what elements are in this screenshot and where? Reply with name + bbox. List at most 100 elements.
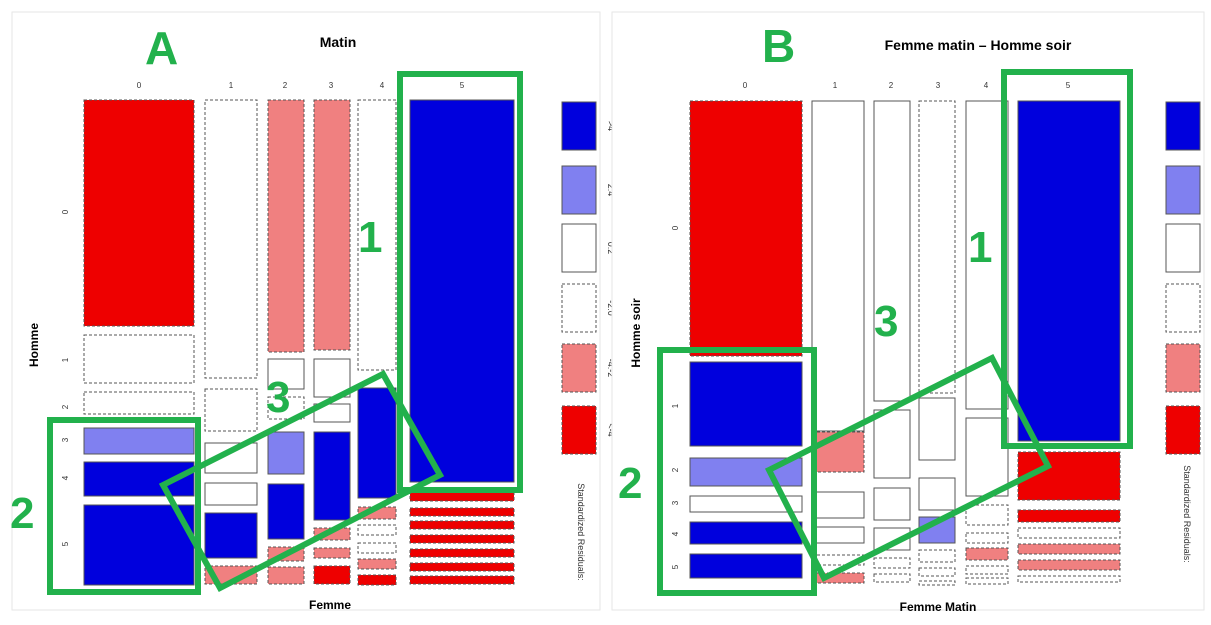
panel-b-title: Femme matin – Homme soir xyxy=(885,37,1072,53)
x-tick: 2 xyxy=(889,81,894,90)
y-tick: 3 xyxy=(671,500,680,505)
y-tick: 2 xyxy=(671,467,680,472)
x-tick: 3 xyxy=(329,81,334,90)
mosaic-tile xyxy=(965,577,1009,585)
mosaic-tile xyxy=(313,547,351,559)
mosaic-tile xyxy=(1017,527,1121,539)
mosaic-tile xyxy=(561,223,597,273)
mosaic-tile xyxy=(83,99,195,327)
panel-a-legend-title: Standardized Residuals: xyxy=(576,483,586,581)
y-tick: 2 xyxy=(61,404,70,409)
callout-frame-2 xyxy=(47,417,201,595)
mosaic-tile xyxy=(1165,101,1201,151)
mosaic-tile xyxy=(204,512,258,559)
panel-b-legend: >42:40:2-2:0-4:-2<-4 xyxy=(1165,101,1211,455)
panel-a-x-ticks: 0 1 2 3 4 5 xyxy=(137,81,465,90)
mosaic-tile xyxy=(873,100,911,402)
panel-b: B Femme matin – Homme soir 0 1 2 3 4 5 0… xyxy=(611,11,1211,614)
panel-a-letter: A xyxy=(145,22,178,74)
mosaic-tile xyxy=(811,491,865,519)
mosaic-tile xyxy=(409,548,515,558)
mosaic-tile xyxy=(689,521,803,545)
mosaic-tile xyxy=(313,403,351,423)
mosaic-tile xyxy=(1165,405,1201,455)
mosaic-tile xyxy=(561,283,597,333)
mosaic-tile xyxy=(811,526,865,544)
y-tick: 5 xyxy=(671,564,680,569)
panel-b-callouts: 1 2 3 xyxy=(618,69,1133,596)
callout-frame-1 xyxy=(397,71,523,493)
mosaic-tile xyxy=(918,580,956,586)
mosaic-tile xyxy=(873,409,911,479)
panel-b-tiles xyxy=(689,100,1121,586)
x-tick: 0 xyxy=(137,81,142,90)
mosaic-tile xyxy=(1017,575,1121,583)
mosaic-tile xyxy=(1165,165,1201,215)
mosaic-tile xyxy=(409,520,515,530)
mosaic-tile xyxy=(1165,223,1201,273)
mosaic-tile xyxy=(267,483,305,540)
callout-frame-1 xyxy=(1001,69,1133,449)
mosaic-tile xyxy=(1017,451,1121,501)
mosaic-tile xyxy=(689,361,803,447)
legend-label: 2:4 xyxy=(606,184,616,197)
mosaic-tile xyxy=(267,396,305,420)
mosaic-tile xyxy=(313,431,351,521)
mosaic-tile xyxy=(1165,283,1201,333)
callout-number-3: 3 xyxy=(266,373,290,422)
mosaic-tile xyxy=(918,397,956,461)
mosaic-tile xyxy=(267,358,305,390)
mosaic-tile xyxy=(267,566,305,585)
y-tick: 4 xyxy=(671,531,680,536)
x-tick: 4 xyxy=(984,81,989,90)
mosaic-tile xyxy=(1017,100,1121,442)
panel-b-y-ticks: 0 1 2 3 4 5 xyxy=(671,225,680,569)
legend-label: -2:0 xyxy=(606,300,616,316)
callout-number-1: 1 xyxy=(358,213,382,262)
panel-b-legend-title: Standardized Residuals: xyxy=(1182,465,1192,563)
panel-a-x-title: Femme xyxy=(309,598,351,612)
panel-b-letter: B xyxy=(762,20,795,72)
callout-number-1: 1 xyxy=(968,223,992,272)
mosaic-tile xyxy=(811,100,865,432)
mosaic-tile xyxy=(689,100,803,357)
mosaic-tile xyxy=(1017,559,1121,571)
legend-label: 0:2 xyxy=(606,242,616,255)
callout-number-2: 2 xyxy=(618,459,642,508)
callout-number-2: 2 xyxy=(10,489,34,538)
callout-frame-3 xyxy=(764,353,1053,583)
y-tick: 4 xyxy=(61,475,70,480)
callout-frame-2 xyxy=(657,347,817,596)
mosaic-tile xyxy=(357,387,397,499)
panel-a-y-title: Homme xyxy=(27,323,41,367)
y-tick: 5 xyxy=(61,541,70,546)
mosaic-tile xyxy=(357,99,397,371)
mosaic-tile xyxy=(409,99,515,483)
panel-a-title: Matin xyxy=(320,34,357,50)
mosaic-tile xyxy=(204,388,258,432)
x-tick: 4 xyxy=(380,81,385,90)
mosaic-tile xyxy=(357,574,397,586)
callout-number-3: 3 xyxy=(874,297,898,346)
panel-b-x-ticks: 0 1 2 3 4 5 xyxy=(743,81,1071,90)
panel-b-y-title: Homme soir xyxy=(629,298,643,368)
legend-label: <-4 xyxy=(606,423,616,436)
mosaic-tile xyxy=(965,504,1009,526)
mosaic-tile xyxy=(965,532,1009,544)
mosaic-tile xyxy=(873,557,911,569)
mosaic-tile xyxy=(918,477,956,511)
mosaic-tile xyxy=(313,99,351,351)
x-tick: 3 xyxy=(936,81,941,90)
panel-a-legend: >4 2:4 0:2 -2:0 -4:-2 <-4 xyxy=(561,101,616,455)
mosaic-tile xyxy=(83,427,195,455)
x-tick: 1 xyxy=(833,81,838,90)
mosaic-tile xyxy=(409,575,515,585)
mosaic-tile xyxy=(357,558,397,570)
mosaic-tile xyxy=(873,487,911,521)
panel-a-y-ticks: 0 1 2 3 4 5 xyxy=(61,209,70,546)
mosaic-tile xyxy=(409,507,515,517)
y-tick: 3 xyxy=(61,437,70,442)
panel-a: A Matin 0 1 2 3 4 5 0 1 2 3 4 5 Femme Ho… xyxy=(10,11,616,612)
mosaic-tile xyxy=(561,405,597,455)
